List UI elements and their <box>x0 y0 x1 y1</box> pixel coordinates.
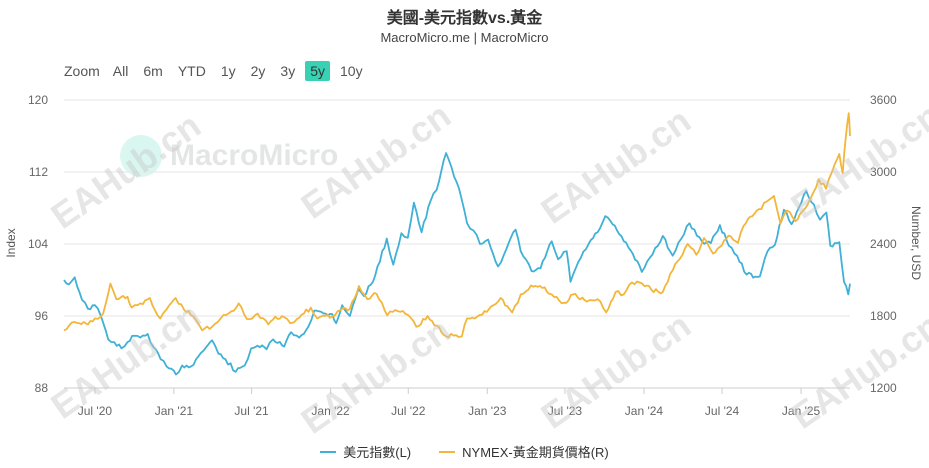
x-tick-label: Jul '22 <box>391 404 426 418</box>
x-tick-label: Jul '24 <box>705 404 740 418</box>
right-axis-label: Number, USD <box>909 206 923 280</box>
x-tick-label: Jan '24 <box>625 404 664 418</box>
x-tick-label: Jul '21 <box>234 404 269 418</box>
macromicro-logo-icon <box>120 135 162 177</box>
left-axis-ticks: 88 96 104 112 120 <box>28 93 48 395</box>
legend-label-gold: NYMEX-黃金期貨價格(R) <box>462 445 609 460</box>
chart-title: 美國-美元指數vs.黃金 <box>386 10 543 27</box>
chart-plot: 88 96 104 112 120 1200 1800 2400 3000 3600 Jul '… <box>4 93 923 418</box>
zoom-label: Zoom <box>64 63 100 79</box>
x-tick-label: Jul '23 <box>548 404 583 418</box>
range-button-all[interactable]: All <box>112 63 129 79</box>
series-lines <box>63 112 851 376</box>
range-button-3y[interactable]: 3y <box>280 63 296 79</box>
x-tick-label: Jul '20 <box>78 404 113 418</box>
x-tick-label: Jan '22 <box>311 404 350 418</box>
right-tick-label: 2400 <box>870 237 897 251</box>
legend: 美元指數(L) NYMEX-黃金期貨價格(R) <box>0 442 929 461</box>
series-line-gold <box>63 112 851 339</box>
left-tick-label: 88 <box>35 381 49 395</box>
range-button-6m[interactable]: 6m <box>143 63 163 79</box>
legend-item-dxy[interactable]: 美元指數(L) <box>320 442 411 461</box>
legend-label-dxy: 美元指數(L) <box>343 445 412 460</box>
x-tick-label: Jan '23 <box>468 404 507 418</box>
range-button-2y[interactable]: 2y <box>250 63 266 79</box>
range-button-ytd[interactable]: YTD <box>177 63 206 79</box>
range-button-1y[interactable]: 1y <box>220 63 236 79</box>
macromicro-watermark-text: MacroMicro <box>170 139 339 172</box>
x-tick-label: Jan '21 <box>155 404 194 418</box>
right-tick-label: 3600 <box>870 93 897 107</box>
range-selector: Zoom All 6m YTD 1y 2y 3y 5y 10y <box>60 61 373 81</box>
x-axis-ticks: Jul '20 Jan '21 Jul '21 Jan '22 Jul '22 Jan '… <box>64 387 850 418</box>
left-axis-label: Index <box>4 228 18 257</box>
chart-subtitle: MacroMicro.me | MacroMicro <box>380 30 549 45</box>
right-tick-label: 1200 <box>870 381 897 395</box>
left-tick-label: 96 <box>35 309 49 323</box>
range-button-5y[interactable]: 5y <box>305 61 330 81</box>
right-tick-label: 3000 <box>870 165 897 179</box>
left-tick-label: 112 <box>29 165 48 179</box>
left-tick-label: 104 <box>28 237 48 251</box>
x-tick-label: Jan '25 <box>782 404 821 418</box>
legend-swatch-gold <box>439 450 456 453</box>
right-axis-ticks: 1200 1800 2400 3000 3600 <box>870 93 897 395</box>
right-tick-label: 1800 <box>870 309 897 323</box>
legend-item-gold[interactable]: NYMEX-黃金期貨價格(R) <box>439 442 609 461</box>
left-tick-label: 120 <box>28 93 48 107</box>
legend-swatch-dxy <box>320 450 337 453</box>
macromicro-watermark: MacroMicro <box>120 135 338 177</box>
range-button-10y[interactable]: 10y <box>340 63 363 79</box>
